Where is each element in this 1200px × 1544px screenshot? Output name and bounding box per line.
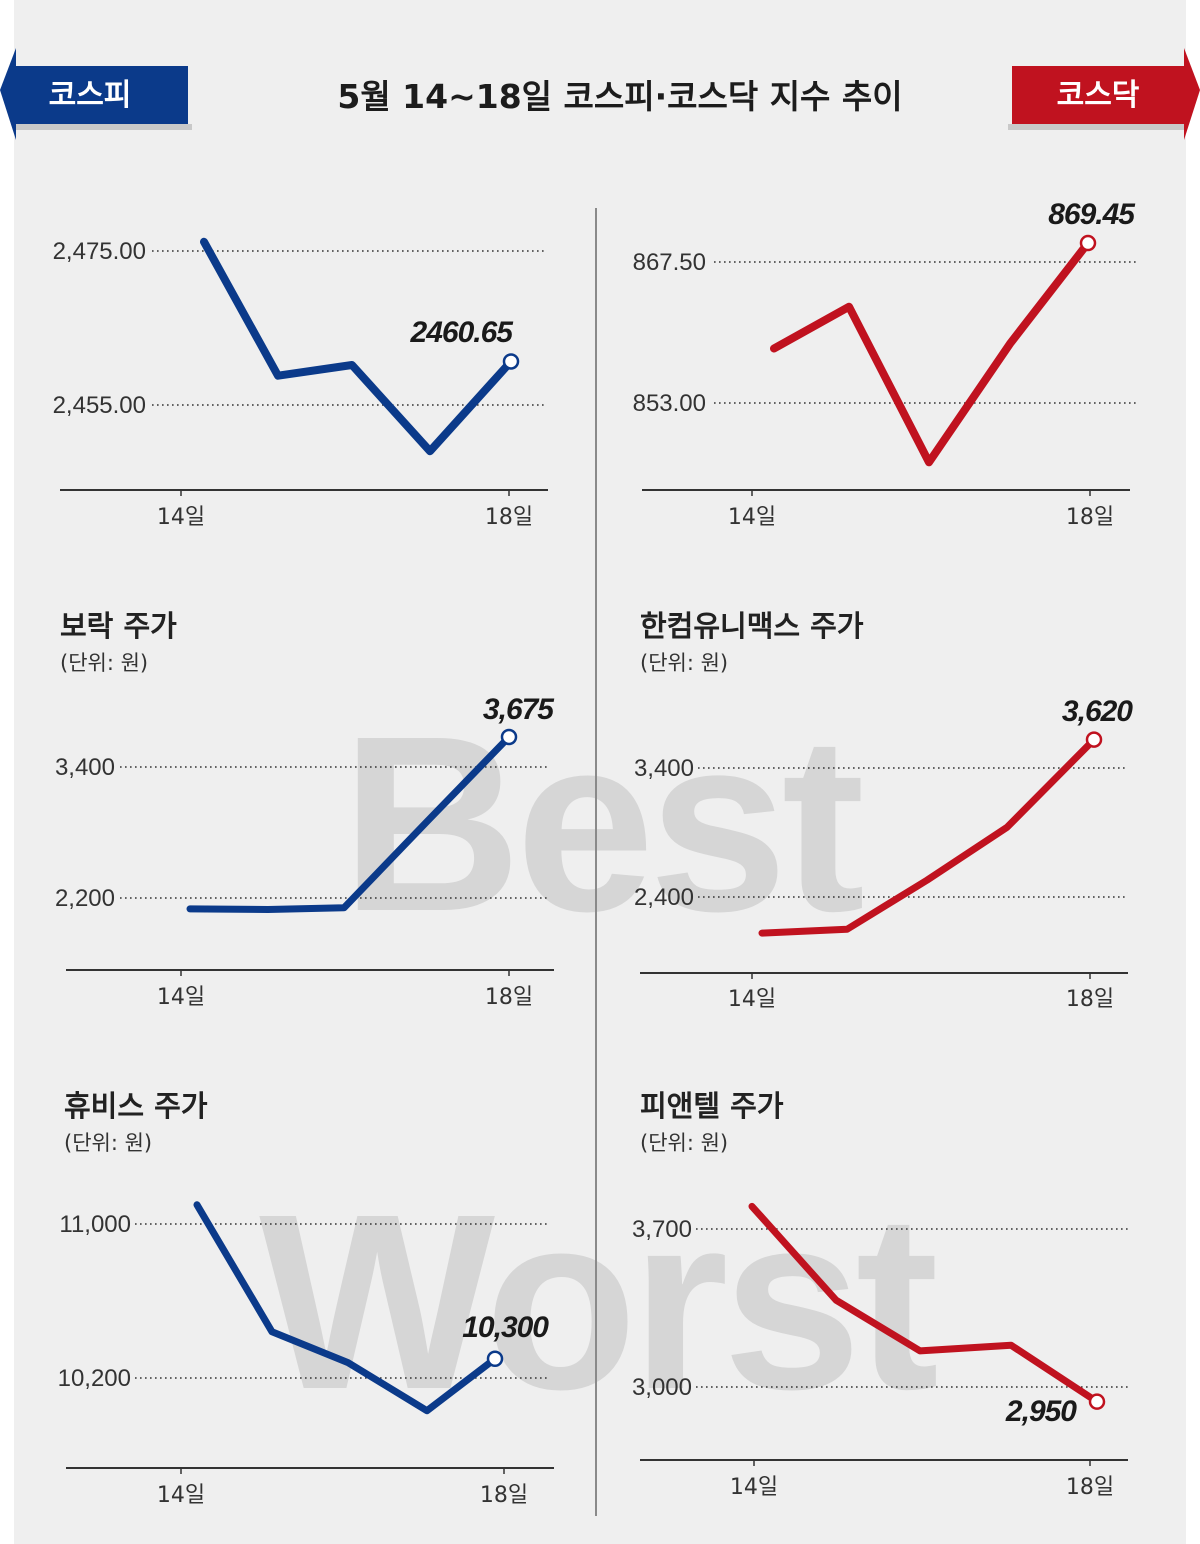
kospi-series-line (200, 237, 515, 456)
kosdaq-banner: 코스닥 (1008, 48, 1200, 140)
huvis-unit: (단위: 원) (64, 1131, 152, 1155)
hancom-unit: (단위: 원) (640, 651, 728, 675)
huvis-x-tick-label: 14일 (157, 1483, 205, 1508)
borak-x-tick-label: 14일 (157, 985, 205, 1010)
kosdaq-series-line (770, 239, 1092, 467)
kosdaq-x-tick-label: 18일 (1066, 505, 1114, 530)
kosdaq-end-point (1079, 234, 1097, 252)
borak-unit: (단위: 원) (60, 651, 148, 675)
kospi-chart: 2,475.00 2,455.00 14일 18일 2460.65 (53, 237, 548, 530)
hancom-series-line (758, 736, 1098, 937)
kospi-y-tick-label: 2,455.00 (53, 392, 146, 419)
kospi-banner-box (16, 66, 188, 124)
pntel-end-point (1088, 1393, 1106, 1410)
huvis-x-tick-label: 18일 (480, 1483, 528, 1508)
kosdaq-last-value-label: 869.45 (1048, 198, 1136, 231)
borak-y-tick-label: 2,200 (55, 885, 115, 912)
kosdaq-x-tick-label: 14일 (728, 505, 776, 530)
kosdaq-banner-box (1012, 66, 1184, 124)
pntel-series-line (748, 1202, 1101, 1406)
kosdaq-banner-shadow (1008, 124, 1184, 130)
borak-end-point (500, 728, 518, 746)
main-title: 5월 14~18일 코스피·코스닥 지수 추이 (337, 77, 902, 116)
hancom-end-point (1085, 731, 1103, 748)
kospi-banner-shadow (16, 124, 192, 130)
borak-title: 보락 주가 (60, 609, 177, 643)
pntel-title: 피앤텔 주가 (640, 1089, 784, 1123)
pntel-x-tick-label: 14일 (730, 1475, 778, 1500)
hancom-title: 한컴유니맥스 주가 (640, 609, 864, 643)
kosdaq-banner-label: 코스닥 (1057, 78, 1140, 113)
huvis-series-line (193, 1201, 499, 1415)
kospi-end-point (502, 353, 520, 370)
huvis-y-tick-label: 10,200 (58, 1365, 131, 1392)
kosdaq-y-tick-label: 867.50 (633, 249, 706, 276)
kosdaq-y-tick-label: 853.00 (633, 390, 706, 417)
pntel-last-value-label: 2,950 (1005, 1395, 1077, 1428)
borak-x-tick-label: 18일 (485, 985, 533, 1010)
huvis-end-point (486, 1350, 504, 1367)
kosdaq-banner-arrow-icon (1184, 48, 1200, 140)
huvis-last-value-label: 10,300 (462, 1311, 549, 1344)
hancom-chart: 3,400 2,400 14일 18일 3,620 (634, 695, 1134, 1012)
huvis-chart: 11,000 10,200 14일 18일 10,300 (58, 1201, 554, 1508)
watermark-worst: Worst (259, 1162, 936, 1441)
kospi-last-value-label: 2460.65 (410, 316, 515, 349)
pntel-y-tick-label: 3,700 (632, 1216, 692, 1243)
pntel-x-tick-label: 18일 (1066, 1475, 1114, 1500)
kospi-banner-label: 코스피 (49, 78, 132, 113)
borak-y-tick-label: 3,400 (55, 754, 115, 781)
borak-series-line (186, 733, 513, 913)
hancom-x-tick-label: 18일 (1066, 987, 1114, 1012)
huvis-title: 휴비스 주가 (64, 1089, 208, 1123)
pntel-unit: (단위: 원) (640, 1131, 728, 1155)
watermark-best: Best (341, 684, 863, 963)
pntel-y-tick-label: 3,000 (632, 1374, 692, 1401)
hancom-y-tick-label: 2,400 (634, 884, 694, 911)
hancom-last-value-label: 3,620 (1062, 695, 1133, 728)
borak-last-value-label: 3,675 (483, 693, 555, 726)
kospi-x-tick-label: 14일 (157, 505, 205, 530)
kosdaq-chart: 867.50 853.00 14일 18일 869.45 (633, 198, 1138, 530)
huvis-y-tick-label: 11,000 (59, 1211, 131, 1238)
pntel-chart: 3,700 3,000 14일 18일 2,950 (632, 1202, 1128, 1500)
kospi-banner-arrow-icon (0, 48, 16, 140)
kospi-banner: 코스피 (0, 48, 192, 140)
kospi-y-tick-label: 2,475.00 (53, 238, 146, 265)
kospi-x-tick-label: 18일 (485, 505, 533, 530)
charts-layer: 2,475.00 2,455.00 14일 18일 2460.65 867.50 853.0… (53, 198, 1138, 1508)
borak-chart: 3,400 2,200 14일 18일 3,675 (55, 693, 556, 1010)
hancom-x-tick-label: 14일 (728, 987, 776, 1012)
hancom-y-tick-label: 3,400 (634, 755, 694, 782)
